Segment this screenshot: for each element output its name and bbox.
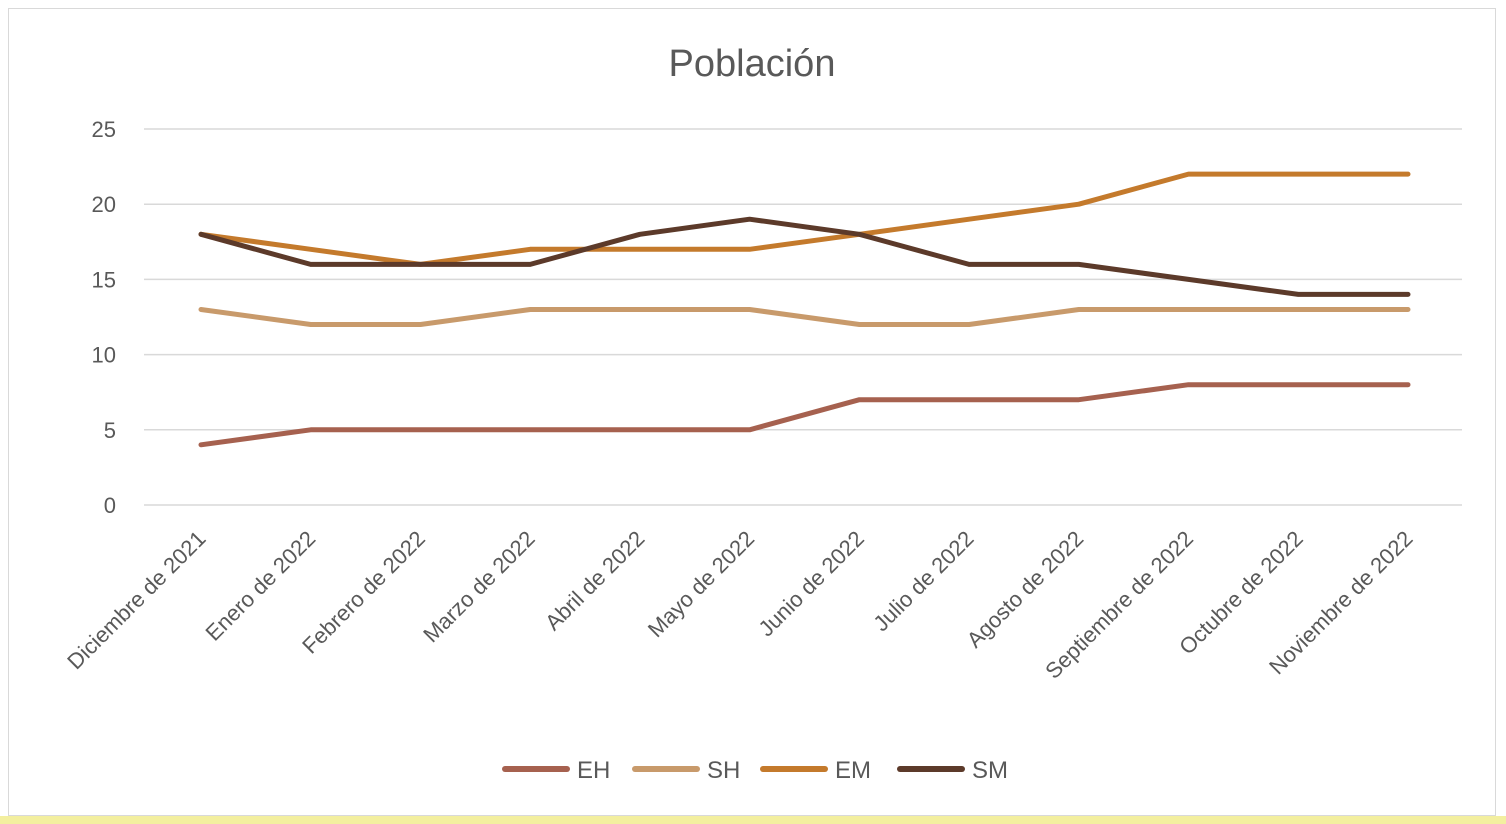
chart-title: Población bbox=[669, 43, 836, 85]
chart-frame bbox=[8, 8, 1496, 816]
series-line-eh bbox=[198, 382, 1411, 448]
bottom-strip bbox=[0, 816, 1506, 824]
series-line-sh bbox=[198, 307, 1411, 327]
legend-label-sm: SM bbox=[972, 757, 1008, 784]
legend-label-sh: SH bbox=[707, 757, 740, 784]
y-tick-label: 5 bbox=[104, 418, 116, 443]
x-tick-label: Diciembre de 2021 bbox=[62, 526, 210, 674]
series-line-em bbox=[198, 171, 1411, 267]
series-line-sm bbox=[198, 216, 1411, 297]
x-tick-label: Abril de 2022 bbox=[540, 526, 649, 635]
legend-label-em: EM bbox=[835, 757, 871, 784]
gridlines bbox=[144, 128, 1462, 506]
legend-label-eh: EH bbox=[577, 757, 610, 784]
y-tick-label: 20 bbox=[92, 192, 116, 217]
x-tick-label: Enero de 2022 bbox=[201, 526, 321, 646]
x-tick-label: Junio de 2022 bbox=[753, 526, 868, 641]
y-tick-label: 15 bbox=[92, 267, 116, 292]
y-tick-label: 25 bbox=[92, 117, 116, 142]
x-tick-label: Julio de 2022 bbox=[868, 526, 978, 636]
y-axis-ticks: 0 5 10 15 20 25 bbox=[92, 117, 116, 518]
x-tick-label: Agosto de 2022 bbox=[962, 526, 1089, 653]
x-tick-label: Mayo de 2022 bbox=[643, 526, 759, 642]
y-tick-label: 0 bbox=[104, 493, 116, 518]
y-tick-label: 10 bbox=[92, 343, 116, 368]
series-lines bbox=[198, 171, 1411, 448]
x-tick-label: Marzo de 2022 bbox=[418, 526, 539, 647]
legend: EH SH EM SM bbox=[502, 757, 1008, 784]
